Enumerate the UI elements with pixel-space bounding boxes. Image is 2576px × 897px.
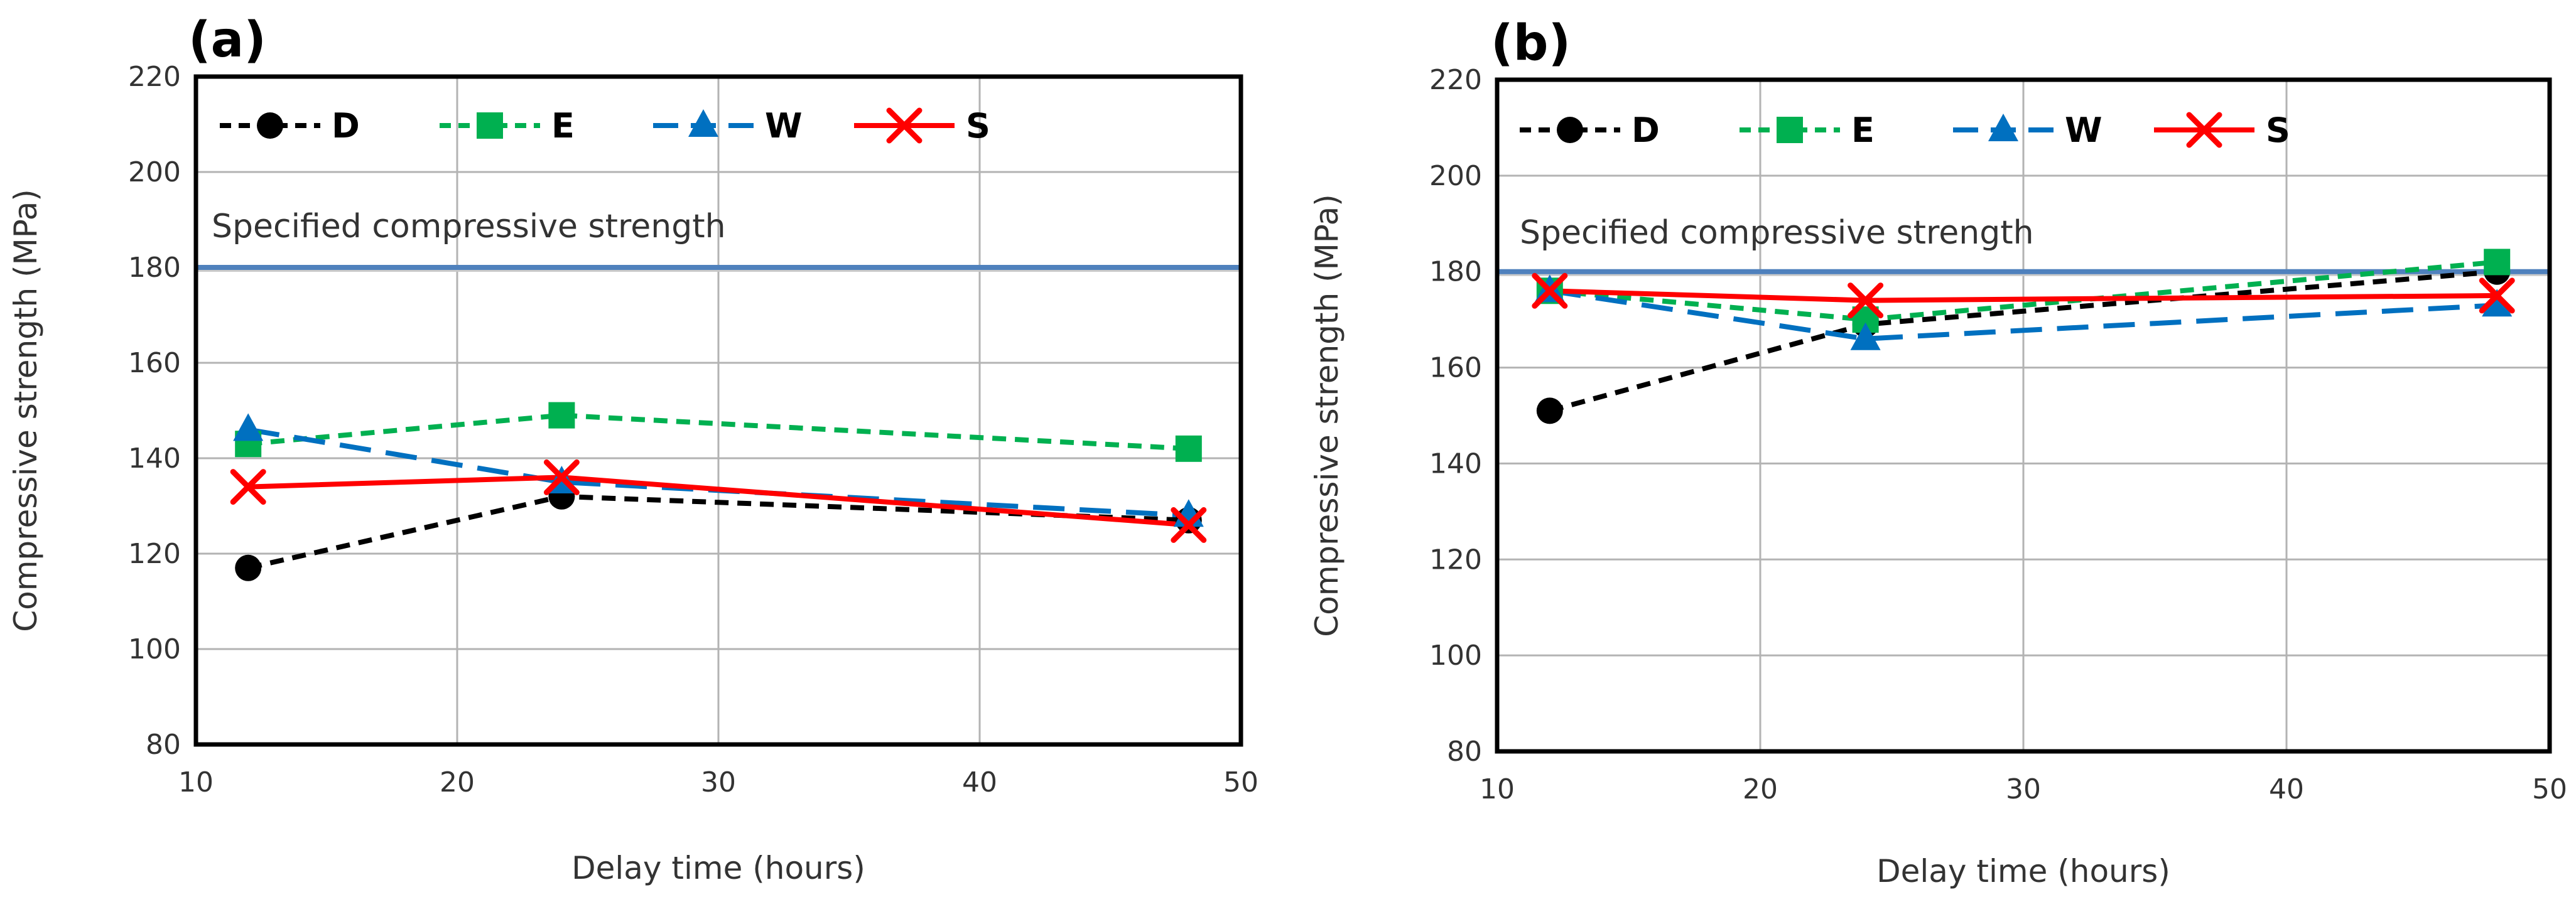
plot-frame (193, 74, 1243, 747)
reference-line-label: Specified compressive strength (1520, 214, 2034, 252)
y-tick-label: 80 (146, 729, 181, 761)
y-tick-label: 200 (128, 156, 181, 188)
y-tick-label: 160 (128, 347, 181, 379)
y-axis-title: Compressive strength (MPa) (1309, 194, 1345, 637)
x-tick-label: 30 (701, 766, 736, 798)
legend-marker-W (1988, 114, 2018, 141)
data-point-E (548, 402, 575, 429)
legend-marker-E (1777, 117, 1803, 143)
data-point-E (2484, 249, 2511, 276)
x-tick-label: 20 (440, 766, 475, 798)
y-tick-label: 220 (128, 61, 181, 93)
data-point-W (233, 413, 264, 441)
series-line-E (247, 412, 1189, 451)
plot-frame (1495, 77, 2552, 754)
x-tick-label: 50 (2532, 773, 2567, 805)
legend-label-W: W (765, 106, 803, 146)
data-point-W (1850, 322, 1881, 350)
chart-panel-b: Specified compressive strength 10 20 30 40 50… (1309, 15, 2567, 889)
legend-label-W: W (2065, 110, 2102, 150)
data-point-W (2482, 289, 2513, 317)
data-point-S (2479, 277, 2515, 314)
y-tick-label: 100 (128, 633, 181, 665)
y-tick-label: 120 (128, 538, 181, 570)
reference-line-label: Specified compressive strength (212, 208, 726, 245)
y-tick-label: 80 (1447, 736, 1482, 768)
y-tick-label: 220 (1429, 64, 1482, 96)
x-axis-title: Delay time (hours) (571, 850, 865, 886)
x-tick-label: 40 (2269, 773, 2304, 805)
x-tick-label: 10 (178, 766, 214, 798)
legend-label-S: S (966, 106, 990, 146)
data-point-S (1848, 282, 1884, 319)
data-point-D (1536, 397, 1563, 424)
panel-label: (a) (188, 12, 266, 68)
x-tick-label: 40 (962, 766, 997, 798)
y-tick-label: 140 (1429, 448, 1482, 480)
y-tick-label: 180 (1429, 256, 1482, 288)
y-tick-label: 100 (1429, 640, 1482, 672)
x-tick-label: 30 (2006, 773, 2041, 805)
legend-label-E: E (1851, 110, 1875, 150)
legend-marker-S (2186, 112, 2222, 148)
legend-label-D: D (1632, 110, 1660, 150)
y-tick-label: 160 (1429, 352, 1482, 384)
y-tick-label: 200 (1429, 160, 1482, 192)
series-line-W (247, 427, 1189, 518)
data-point-D (235, 554, 262, 581)
y-tick-label: 120 (1429, 544, 1482, 576)
legend-label-S: S (2266, 110, 2290, 150)
x-tick-label: 50 (1223, 766, 1258, 798)
y-tick-label: 180 (128, 252, 181, 284)
legend-marker-D (1557, 117, 1583, 143)
y-axis-title: Compressive strength (MPa) (8, 189, 44, 632)
y-tick-label: 140 (128, 443, 181, 475)
x-axis-title: Delay time (hours) (1876, 853, 2170, 889)
data-point-E (1175, 435, 1202, 462)
legend-marker-E (477, 112, 503, 139)
x-tick-label: 20 (1743, 773, 1778, 805)
legend-label-D: D (332, 106, 360, 146)
legend-label-E: E (551, 106, 575, 146)
panel-label: (b) (1491, 15, 1571, 72)
series-line-W (1549, 288, 2498, 341)
data-point-S (1532, 272, 1568, 309)
legend-marker-S (886, 107, 923, 144)
chart-panel-a: Specified compressive strength 10 20 30 40 50… (8, 12, 1258, 886)
legend-marker-D (257, 112, 283, 139)
x-tick-label: 10 (1480, 773, 1515, 805)
data-point-S (230, 469, 266, 505)
legend-marker-W (688, 109, 718, 137)
data-point-S (543, 459, 580, 495)
data-point-S (1171, 507, 1207, 543)
